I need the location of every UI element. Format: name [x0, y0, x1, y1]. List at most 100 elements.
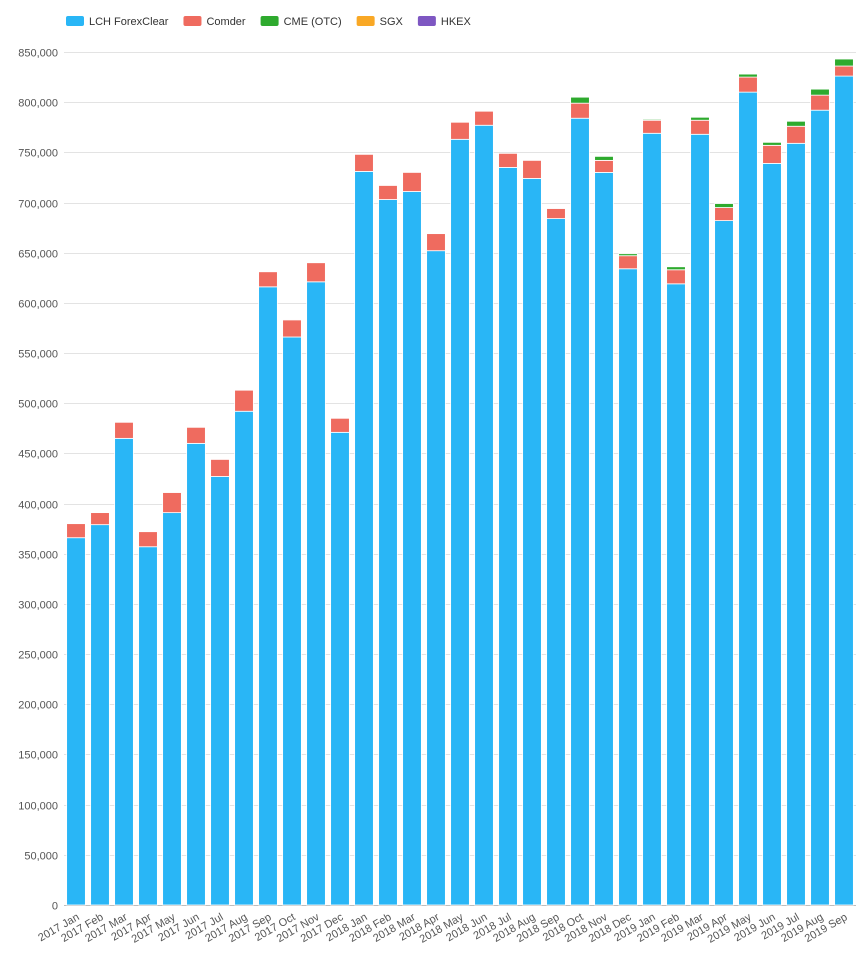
bar-segment-cme-otc[interactable]	[618, 253, 638, 257]
bar-segment-comder[interactable]	[738, 76, 758, 93]
bar-segment-comder[interactable]	[282, 319, 302, 338]
bar-segment-lch-forexclear[interactable]	[258, 286, 278, 906]
bar-segment-comder[interactable]	[258, 271, 278, 288]
bar-segment-comder[interactable]	[690, 119, 710, 135]
bar-segment-lch-forexclear[interactable]	[618, 268, 638, 906]
bar-segment-cme-otc[interactable]	[786, 120, 806, 127]
legend-swatch	[417, 16, 436, 26]
bar-segment-lch-forexclear[interactable]	[714, 220, 734, 906]
bar-segment-cme-otc[interactable]	[690, 116, 710, 121]
bar-segment-comder[interactable]	[426, 233, 446, 252]
bar-segment-lch-forexclear[interactable]	[210, 476, 230, 906]
bar-segment-lch-forexclear[interactable]	[666, 283, 686, 906]
bar-segment-cme-otc[interactable]	[762, 141, 782, 146]
bar-segment-comder[interactable]	[642, 119, 662, 134]
bar-segment-cme-otc[interactable]	[810, 88, 830, 96]
bar-segment-lch-forexclear[interactable]	[474, 124, 494, 906]
bar-segment-comder[interactable]	[498, 152, 518, 168]
bar-segment-comder[interactable]	[834, 65, 854, 77]
bar-segment-cme-otc[interactable]	[570, 96, 590, 104]
bar-segment-comder[interactable]	[522, 159, 542, 179]
bar-segment-cme-otc[interactable]	[738, 73, 758, 78]
bar-segment-comder[interactable]	[762, 144, 782, 164]
bar-segment-lch-forexclear[interactable]	[786, 142, 806, 906]
bar-segment-lch-forexclear[interactable]	[306, 281, 326, 906]
legend-item[interactable]: Comder	[183, 16, 246, 28]
bar-segment-cme-otc[interactable]	[834, 58, 854, 67]
legend-label: CME (OTC)	[284, 16, 342, 28]
y-tick-label: 0	[52, 901, 58, 913]
bar-segment-lch-forexclear[interactable]	[450, 138, 470, 906]
bar-segment-cme-otc[interactable]	[714, 203, 734, 208]
bar-segment-lch-forexclear[interactable]	[66, 537, 86, 906]
bar-segment-lch-forexclear[interactable]	[594, 172, 614, 906]
bar-segment-comder[interactable]	[210, 459, 230, 477]
bar-segment-lch-forexclear[interactable]	[762, 162, 782, 906]
bar-segment-comder[interactable]	[186, 426, 206, 444]
bar-segment-lch-forexclear[interactable]	[426, 250, 446, 906]
bar-segment-lch-forexclear[interactable]	[810, 109, 830, 906]
bar-segment-comder[interactable]	[786, 125, 806, 144]
legend-item[interactable]: CME (OTC)	[260, 16, 342, 28]
bar-segment-lch-forexclear[interactable]	[138, 546, 158, 906]
bar-segment-lch-forexclear[interactable]	[114, 437, 134, 906]
legend[interactable]: LCH ForexClear Comder CME (OTC) SGX HKEX	[66, 16, 471, 28]
y-tick-label: 150,000	[18, 750, 58, 762]
bar-segment-cme-otc[interactable]	[642, 118, 662, 121]
legend-swatch	[356, 16, 375, 26]
bar-segment-lch-forexclear[interactable]	[834, 75, 854, 906]
bar-segment-comder[interactable]	[330, 417, 350, 433]
bar-segment-lch-forexclear[interactable]	[186, 442, 206, 906]
bar-segment-comder[interactable]	[546, 208, 566, 219]
bar-segment-lch-forexclear[interactable]	[234, 410, 254, 906]
legend-swatch	[260, 16, 279, 26]
bar-segment-comder[interactable]	[234, 389, 254, 412]
bar-segment-comder[interactable]	[354, 153, 374, 172]
y-tick-label: 850,000	[18, 48, 58, 60]
y-tick-label: 350,000	[18, 550, 58, 562]
bar-segment-comder[interactable]	[138, 531, 158, 548]
bar-segment-comder[interactable]	[714, 207, 734, 222]
bar-segment-lch-forexclear[interactable]	[90, 524, 110, 906]
y-tick-label: 750,000	[18, 148, 58, 160]
bar-segment-comder[interactable]	[666, 269, 686, 285]
bar-segment-comder[interactable]	[594, 159, 614, 173]
bar-segment-lch-forexclear[interactable]	[570, 117, 590, 906]
bar-segment-comder[interactable]	[618, 255, 638, 270]
bar-segment-lch-forexclear[interactable]	[738, 91, 758, 906]
bar-segment-comder[interactable]	[306, 262, 326, 283]
bar-segment-comder[interactable]	[90, 512, 110, 526]
bar-segment-comder[interactable]	[66, 523, 86, 539]
bar-segment-cme-otc[interactable]	[666, 266, 686, 271]
bar-segment-comder[interactable]	[114, 421, 134, 439]
bar-segment-comder[interactable]	[450, 121, 470, 140]
bar-segment-comder[interactable]	[810, 94, 830, 111]
bar-segment-lch-forexclear[interactable]	[402, 191, 422, 906]
bar-segment-cme-otc[interactable]	[594, 155, 614, 161]
bar-segment-comder[interactable]	[162, 492, 182, 514]
bar-segment-lch-forexclear[interactable]	[354, 171, 374, 906]
bar-segment-comder[interactable]	[378, 185, 398, 200]
bar-segment-comder[interactable]	[570, 102, 590, 119]
y-tick-label: 250,000	[18, 650, 58, 662]
legend-item[interactable]: LCH ForexClear	[66, 16, 169, 28]
bar-segment-lch-forexclear[interactable]	[282, 336, 302, 906]
bar-segment-lch-forexclear[interactable]	[690, 133, 710, 906]
bar-segment-lch-forexclear[interactable]	[378, 199, 398, 906]
y-axis: 0 50,000 100,000 150,000 200,000 250,000 300,0…	[18, 48, 58, 913]
bar-segment-lch-forexclear[interactable]	[498, 167, 518, 906]
bar-segment-lch-forexclear[interactable]	[546, 218, 566, 906]
y-tick-label: 200,000	[18, 700, 58, 712]
legend-item[interactable]: SGX	[356, 16, 404, 28]
bar-segment-lch-forexclear[interactable]	[162, 512, 182, 906]
bar-segment-lch-forexclear[interactable]	[642, 132, 662, 906]
bar-segment-comder[interactable]	[402, 172, 422, 192]
bar-segment-comder[interactable]	[474, 110, 494, 126]
y-tick-label: 300,000	[18, 600, 58, 612]
y-tick-label: 600,000	[18, 299, 58, 311]
y-tick-label: 450,000	[18, 449, 58, 461]
bar-segment-lch-forexclear[interactable]	[522, 178, 542, 906]
bar-segment-lch-forexclear[interactable]	[330, 431, 350, 906]
legend-item[interactable]: HKEX	[417, 16, 472, 28]
